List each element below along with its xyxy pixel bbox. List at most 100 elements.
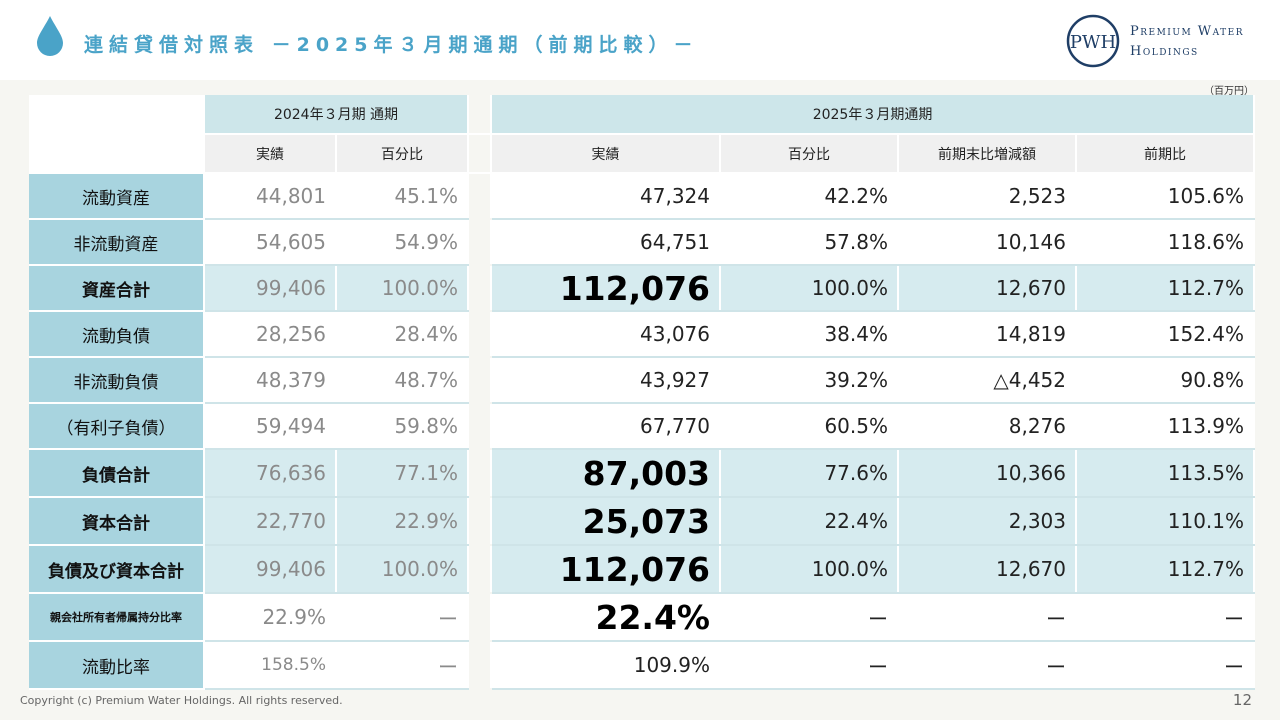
cell-prev-actual: 99,406 (204, 545, 337, 594)
table-row: （有利子負債） 59,494 59.8% 67,770 60.5% 8,276 113.9% (29, 403, 1256, 450)
row-label: 流動比率 (29, 641, 205, 690)
column-gap (468, 403, 492, 450)
cell-ratio: 110.1% (1076, 497, 1256, 546)
cell-change: △4,452 (898, 357, 1077, 404)
row-label: 流動資産 (29, 173, 205, 220)
cell-pct: ー (720, 641, 899, 690)
row-label: 負債及び資本合計 (29, 545, 205, 594)
column-gap (468, 449, 492, 498)
cell-actual: 67,770 (491, 403, 721, 450)
company-logo-text: Premium Water Holdings (1130, 22, 1244, 62)
cell-ratio: 118.6% (1076, 219, 1256, 266)
row-label: （有利子負債） (29, 403, 205, 450)
cell-ratio: 113.5% (1076, 449, 1256, 498)
row-label: 負債合計 (29, 449, 205, 498)
cell-prev-actual: 22,770 (204, 497, 337, 546)
row-label: 非流動資産 (29, 219, 205, 266)
row-label: 資産合計 (29, 265, 205, 312)
column-gap (468, 641, 492, 690)
cell-pct: 100.0% (720, 545, 899, 594)
cell-actual: 25,073 (491, 497, 721, 546)
slide-title: 連結貸借対照表 －2025年３月期通期（前期比較）－ (84, 34, 699, 56)
cell-ratio: 152.4% (1076, 311, 1256, 358)
table-row: 資産合計 99,406 100.0% 112,076 100.0% 12,670 112.7… (29, 265, 1256, 312)
table-row: 流動資産 44,801 45.1% 47,324 42.2% 2,523 105.6% (29, 173, 1256, 220)
col-header-prev-actual: 実績 (204, 134, 337, 174)
cell-prev-actual: 158.5% (204, 641, 337, 690)
column-gap (468, 134, 492, 174)
unit-note: （百万円） (1204, 86, 1254, 97)
header-row-columns: 実績 百分比 実績 百分比 前期末比増減額 前期比 (29, 134, 1256, 174)
cell-prev-pct: ー (336, 641, 469, 690)
cell-ratio: ー (1076, 593, 1256, 642)
table-row: 親会社所有者帰属持分比率 22.9% ー 22.4% ーーー (29, 593, 1256, 642)
header-row-groups: 2024年３月期 通期 2025年３月期通期 (29, 95, 1256, 135)
table-row: 流動負債 28,256 28.4% 43,076 38.4% 14,819 152.4% (29, 311, 1256, 358)
table-row: 流動比率 158.5% ー 109.9% ーーー (29, 641, 1256, 690)
table-row: 負債及び資本合計 99,406 100.0% 112,076 100.0% 12,670 1… (29, 545, 1256, 594)
cell-prev-actual: 99,406 (204, 265, 337, 312)
row-label: 親会社所有者帰属持分比率 (29, 593, 205, 642)
cell-change: ー (898, 593, 1077, 642)
cell-prev-pct: 59.8% (336, 403, 469, 450)
cell-pct: 39.2% (720, 357, 899, 404)
cell-change: 10,366 (898, 449, 1077, 498)
col-header-ratio: 前期比 (1076, 134, 1256, 174)
cell-prev-pct: ー (336, 593, 469, 642)
cell-prev-actual: 22.9% (204, 593, 337, 642)
cell-prev-pct: 48.7% (336, 357, 469, 404)
logo-mark-text: PWH (1070, 32, 1116, 53)
cell-actual: 87,003 (491, 449, 721, 498)
cell-actual: 109.9% (491, 641, 721, 690)
column-gap (468, 219, 492, 266)
row-label: 資本合計 (29, 497, 205, 546)
column-gap (468, 311, 492, 358)
cell-pct: 38.4% (720, 311, 899, 358)
cell-pct: 77.6% (720, 449, 899, 498)
cell-pct: 100.0% (720, 265, 899, 312)
cell-actual: 112,076 (491, 265, 721, 312)
group-header-prev: 2024年３月期 通期 (204, 95, 469, 135)
cell-change: 2,523 (898, 173, 1077, 220)
column-gap (468, 173, 492, 220)
column-gap (468, 593, 492, 642)
cell-change: 12,670 (898, 265, 1077, 312)
row-label: 流動負債 (29, 311, 205, 358)
column-gap (468, 497, 492, 546)
water-drop-icon (37, 16, 63, 56)
cell-actual: 43,076 (491, 311, 721, 358)
cell-pct: ー (720, 593, 899, 642)
table-row: 負債合計 76,636 77.1% 87,003 77.6% 10,366 113.5% (29, 449, 1256, 498)
col-header-prev-pct: 百分比 (336, 134, 469, 174)
cell-pct: 42.2% (720, 173, 899, 220)
corner-cell-2 (29, 134, 205, 174)
cell-prev-pct: 100.0% (336, 545, 469, 594)
cell-prev-actual: 44,801 (204, 173, 337, 220)
balance-sheet-table: 2024年３月期 通期 2025年３月期通期 実績 百分比 実績 百分比 前期末… (29, 95, 1256, 690)
cell-prev-pct: 45.1% (336, 173, 469, 220)
cell-ratio: 112.7% (1076, 545, 1256, 594)
logo-line-1: Premium Water (1130, 24, 1245, 39)
column-gap (468, 265, 492, 312)
corner-cell (29, 95, 205, 135)
cell-prev-actual: 76,636 (204, 449, 337, 498)
cell-actual: 112,076 (491, 545, 721, 594)
col-header-change: 前期末比増減額 (898, 134, 1077, 174)
cell-ratio: 105.6% (1076, 173, 1256, 220)
group-header-curr: 2025年３月期通期 (491, 95, 1256, 135)
copyright-footer: Copyright (c) Premium Water Holdings. Al… (20, 694, 343, 707)
slide-header: 連結貸借対照表 －2025年３月期通期（前期比較）－ PWH Premium W… (0, 0, 1280, 80)
cell-prev-pct: 22.9% (336, 497, 469, 546)
cell-actual: 64,751 (491, 219, 721, 266)
cell-ratio: 90.8% (1076, 357, 1256, 404)
cell-change: 2,303 (898, 497, 1077, 546)
column-gap (468, 545, 492, 594)
cell-prev-pct: 54.9% (336, 219, 469, 266)
cell-prev-pct: 28.4% (336, 311, 469, 358)
table-row: 非流動負債 48,379 48.7% 43,927 39.2% △4,452 90.8% (29, 357, 1256, 404)
column-gap (468, 95, 492, 135)
cell-ratio: 113.9% (1076, 403, 1256, 450)
cell-ratio: ー (1076, 641, 1256, 690)
cell-prev-pct: 100.0% (336, 265, 469, 312)
cell-prev-actual: 28,256 (204, 311, 337, 358)
